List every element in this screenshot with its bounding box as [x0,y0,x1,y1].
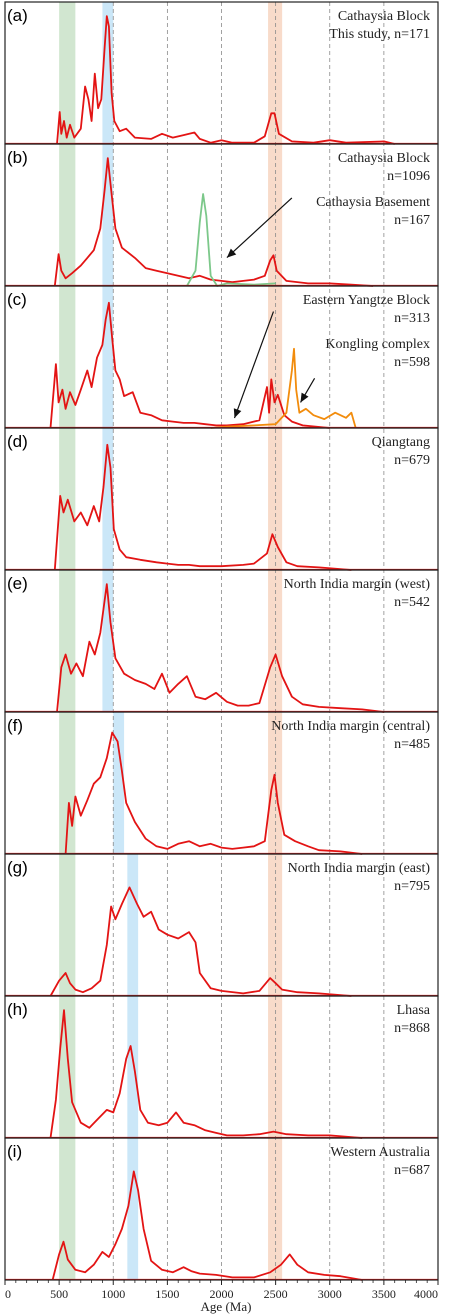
panel-label-e: (e) [7,574,28,593]
x-tick-label-4000: 4000 [414,1287,438,1301]
band-blue-e [102,570,114,712]
band-orange-e [268,570,283,712]
panel-title-c-1: Eastern Yangtze Block [303,293,430,308]
panel-title-a-2: This study, n=171 [329,27,430,42]
x-tick-label-2500: 2500 [264,1287,288,1301]
panel-frames [4,1,439,1281]
band-orange-i [268,1138,283,1280]
x-tick-label-1500: 1500 [155,1287,179,1301]
arrow-line-b-1 [226,197,293,259]
band-green-a [59,2,76,144]
x-tick-label-3000: 3000 [318,1287,342,1301]
band-green-h [59,996,76,1138]
series-d-1 [53,443,352,571]
panel-title-i-2: n=687 [394,1163,430,1178]
panel-subtitle-c-2: n=598 [394,355,430,370]
panel-label-b: (b) [7,148,28,167]
band-orange-g [268,854,283,996]
band-blue-i [127,1138,139,1280]
band-blue-c [102,286,114,428]
series-c-1 [49,301,330,429]
series-a-1 [56,15,395,145]
panel-texts: (a) Cathaysia Block This study, n=171 (b) Ca… [7,6,431,1178]
panel-title-f-2: n=485 [394,737,430,752]
panel-label-d: (d) [7,432,28,451]
x-tick-label-0: 0 [5,1287,11,1301]
panel-title-g-2: n=795 [394,879,430,894]
arrow-head-c-2 [300,392,309,403]
highlight-bands [59,2,283,1280]
band-blue-a [102,2,114,144]
arrow-head-c-1 [233,408,242,419]
panel-title-h-1: Lhasa [397,1003,431,1018]
band-green-c [59,286,76,428]
series-h-1 [49,1009,363,1139]
panel-label-f: (f) [7,716,23,735]
band-green-g [59,854,76,996]
panel-label-g: (g) [7,858,28,877]
band-orange-b [268,144,283,286]
panel-title-g-1: North India margin (east) [288,861,431,876]
series-f-1 [64,731,363,855]
x-axis: Age (Ma) 0 500 1000 1500 2000 2500 3000 3500 400… [4,1280,439,1314]
panel-label-i: (i) [7,1142,22,1161]
band-blue-f [113,712,125,854]
panel-title-e-2: n=542 [394,595,430,610]
panel-label-a: (a) [7,6,28,25]
series-e-1 [56,583,385,713]
band-orange-c [268,286,283,428]
panel-label-h: (h) [7,1000,28,1019]
panel-title-a-1: Cathaysia Block [338,9,430,24]
panel-title-d-1: Qiangtang [372,435,430,450]
arrow-line-c-1 [233,311,275,419]
panel-subtitle-b-1: Cathaysia Basement [316,195,430,210]
panel-title-b-2: n=1096 [387,169,430,184]
band-green-b [59,144,76,286]
panel-title-e-1: North India margin (west) [284,577,431,592]
panel-title-c-2: n=313 [394,311,430,326]
band-blue-g [127,854,139,996]
series-c-2 [210,347,357,429]
panel-title-d-2: n=679 [394,453,430,468]
band-orange-d [268,428,283,570]
series-i-1 [51,1170,363,1281]
x-tick-label-2000: 2000 [210,1287,234,1301]
band-blue-h [127,996,139,1138]
panel-subtitle-c-1: Kongling complex [325,337,430,352]
panel-title-h-2: n=868 [394,1021,430,1036]
x-axis-title: Age (Ma) [201,1299,252,1314]
band-orange-h [268,996,283,1138]
band-green-e [59,570,76,712]
series-b-2 [186,193,276,287]
arrow-head-b-1 [226,248,237,258]
band-blue-d [102,428,114,570]
x-tick-label-500: 500 [50,1287,68,1301]
series-b-1 [53,157,374,287]
x-tick-label-3500: 3500 [372,1287,396,1301]
x-tick-label-1000: 1000 [101,1287,125,1301]
panel-subtitle-b-2: n=167 [394,213,430,228]
panel-title-f-1: North India margin (central) [271,719,430,734]
dashed-gridlines [112,2,385,1280]
panel-label-c: (c) [7,290,27,309]
panel-title-i-1: Western Australia [330,1145,430,1160]
panel-title-b-1: Cathaysia Block [338,151,430,166]
band-orange-a [268,2,283,144]
series-g-1 [49,886,352,997]
band-blue-b [102,144,114,286]
